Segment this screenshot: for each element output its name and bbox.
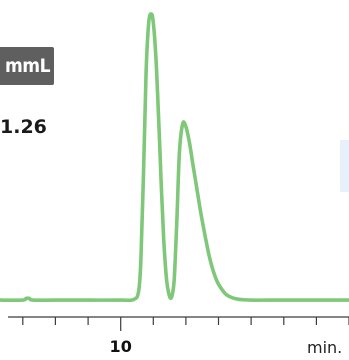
unit-badge-label: mmL [0, 47, 50, 85]
side-tab-handle[interactable] [340, 140, 349, 192]
x-tick-label-10: 10 [110, 337, 132, 356]
stat-value: 1.26 [0, 116, 47, 138]
x-axis-unit-label: min. [307, 338, 342, 357]
x-axis-ticks [23, 317, 349, 331]
